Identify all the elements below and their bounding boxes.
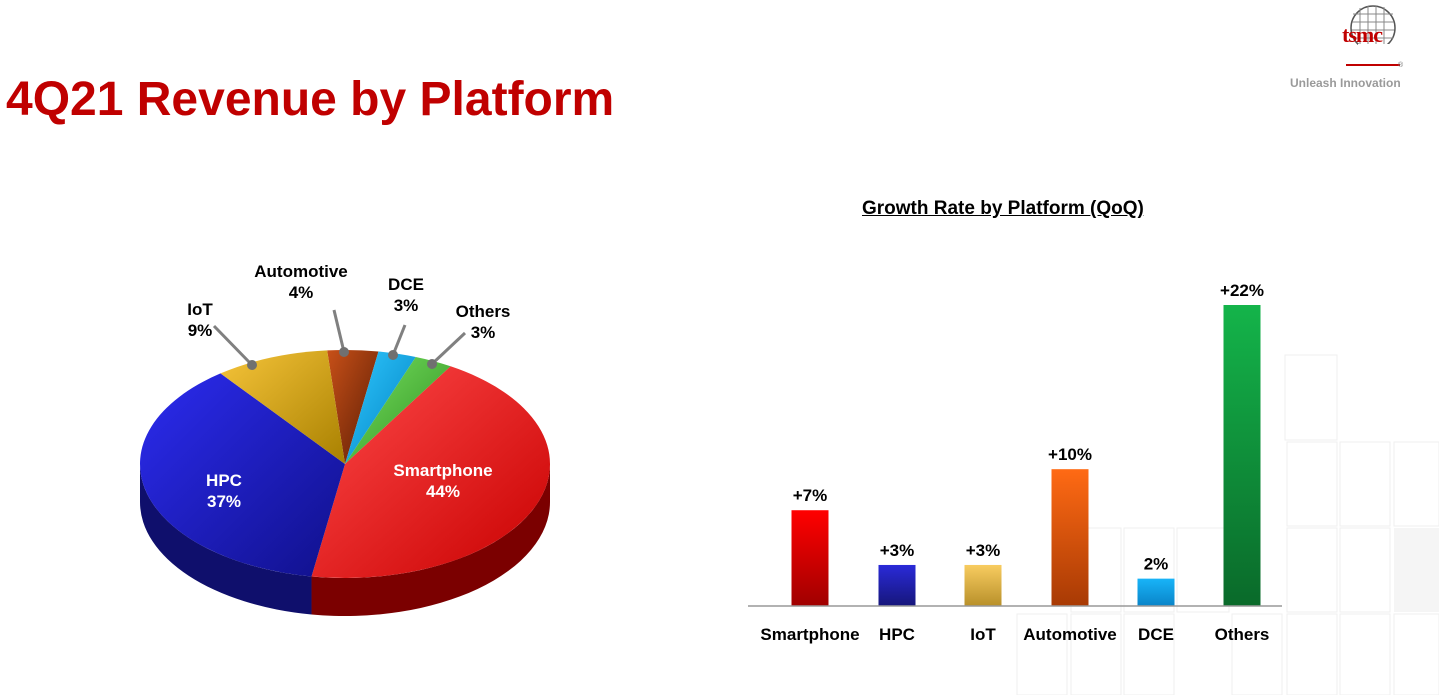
x-tick-label-automotive: Automotive <box>1023 625 1117 644</box>
pie-leader-dot-dce <box>388 350 398 360</box>
pie-slice-smartphone <box>311 366 551 578</box>
pie-label-others: Others <box>456 302 511 321</box>
pie-leader-dot-others <box>427 359 437 369</box>
pie-value-hpc: 37% <box>207 492 241 511</box>
x-tick-label-smartphone: Smartphone <box>760 625 859 644</box>
x-tick-label-others: Others <box>1215 625 1270 644</box>
bar-value-label-smartphone: +7% <box>793 486 828 505</box>
bar-iot <box>964 564 1002 606</box>
bar-value-label-iot: +3% <box>966 541 1001 560</box>
pie-value-others: 3% <box>471 323 496 342</box>
pie-side-smartphone <box>311 464 550 616</box>
x-tick-label-dce: DCE <box>1138 625 1174 644</box>
pie-value-iot: 9% <box>188 321 213 340</box>
growth-rate-bar-chart: +7% +3% +3% +10% 2% +22% Smartphone HPC IoT Auto… <box>748 281 1282 644</box>
bar-smartphone <box>791 510 829 606</box>
pie-leader-dce <box>391 324 407 356</box>
bar-chart-title: Growth Rate by Platform (QoQ) <box>862 198 1144 219</box>
pie-value-smartphone: 44% <box>426 482 460 501</box>
pie-leader-dot-automotive <box>339 347 349 357</box>
bar-dce <box>1137 578 1175 606</box>
pie-label-smartphone: Smartphone <box>393 461 492 480</box>
wafer-globe-icon <box>1346 5 1400 66</box>
registered-mark: ® <box>1398 62 1404 69</box>
pie-label-automotive: Automotive <box>254 262 348 281</box>
bar-hpc <box>878 564 916 606</box>
tsmc-logo: tsmc ® Unleash Innovation <box>1290 2 1426 94</box>
pie-label-dce: DCE <box>388 275 424 294</box>
page-title: 4Q21 Revenue by Platform <box>6 73 615 126</box>
bar-value-label-hpc: +3% <box>880 541 915 560</box>
pie-slice-dce <box>345 351 416 464</box>
logo-wordmark: tsmc <box>1342 22 1383 47</box>
pie-leader-automotive <box>332 309 346 353</box>
pie-value-dce: 3% <box>394 296 419 315</box>
pie-slice-hpc <box>139 373 345 577</box>
pie-side-hpc <box>140 464 312 615</box>
bar-others <box>1223 305 1261 606</box>
logo-tagline: Unleash Innovation <box>1290 76 1401 90</box>
pie-label-iot: IoT <box>187 300 213 319</box>
pie-label-hpc: HPC <box>206 471 242 490</box>
x-tick-label-hpc: HPC <box>879 625 915 644</box>
pie-leader-iot <box>212 324 254 367</box>
bar-value-label-others: +22% <box>1220 281 1264 300</box>
platform-revenue-pie-chart: Automotive 4% DCE 3% Others 3% Smartphone 44% HP… <box>139 262 551 616</box>
pie-leader-others <box>430 331 467 366</box>
pie-slice-automotive <box>327 350 379 464</box>
bar-value-label-automotive: +10% <box>1048 445 1092 464</box>
pie-value-automotive: 4% <box>289 283 314 302</box>
x-tick-label-iot: IoT <box>970 625 996 644</box>
bar-value-label-dce: 2% <box>1144 555 1169 574</box>
pie-leader-dot-iot <box>247 360 257 370</box>
bar-automotive <box>1051 469 1089 606</box>
pie-slice-iot <box>220 350 345 464</box>
pie-slice-others <box>345 357 451 464</box>
